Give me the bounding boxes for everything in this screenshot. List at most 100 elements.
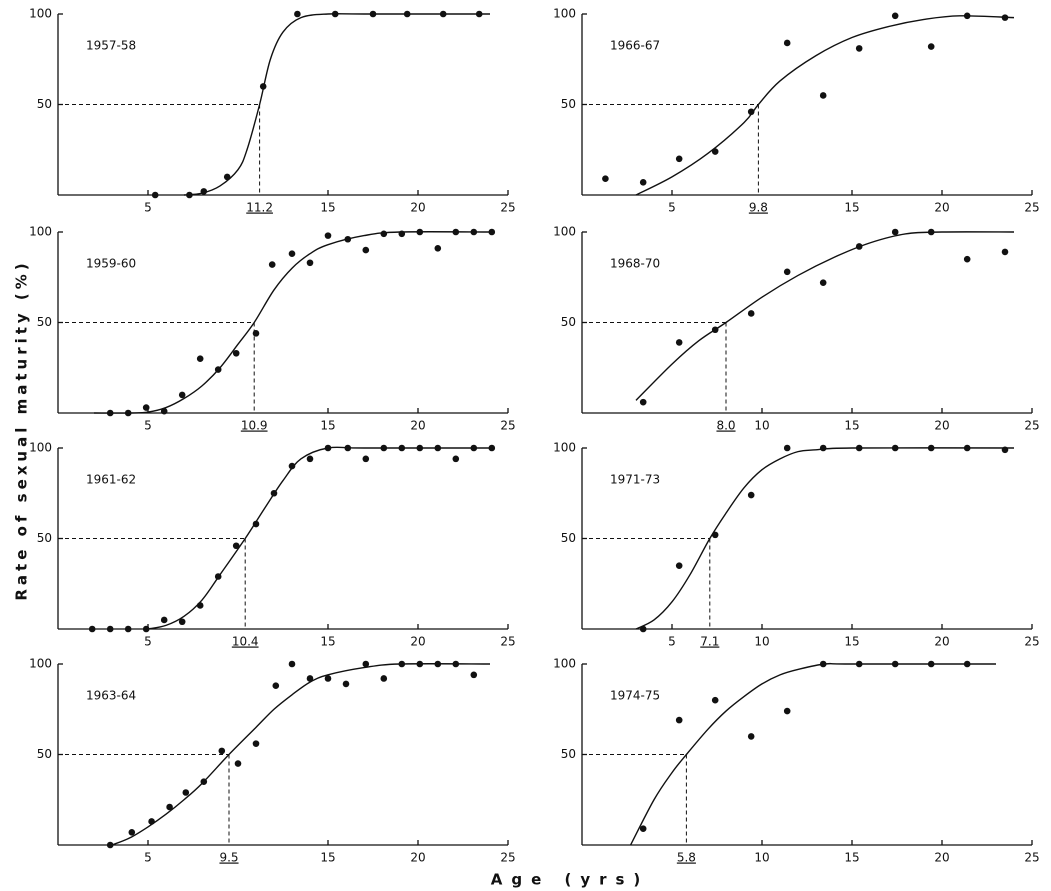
panel-title: 1974-75	[610, 689, 660, 703]
data-point	[142, 625, 150, 633]
data-point	[639, 179, 647, 186]
data-point	[398, 230, 406, 238]
data-point	[470, 444, 478, 452]
data-point	[214, 366, 222, 373]
data-point	[602, 175, 609, 183]
data-point	[783, 39, 791, 47]
data-point	[855, 444, 863, 452]
x-tick-label: 25	[1024, 851, 1039, 865]
data-point	[783, 268, 791, 276]
data-point	[142, 404, 150, 411]
y-tick-label: 50	[37, 531, 52, 545]
panel-title: 1959-60	[86, 257, 136, 271]
x-tick-label: 20	[934, 851, 949, 865]
data-point	[1001, 446, 1009, 454]
data-point	[470, 671, 478, 679]
data-point	[434, 444, 442, 452]
data-point	[166, 803, 173, 811]
data-point	[362, 455, 370, 463]
data-point	[288, 462, 296, 470]
x-tick-label: 25	[1024, 635, 1039, 649]
x-tick-label: 25	[500, 851, 515, 865]
data-point	[855, 243, 863, 250]
data-point	[178, 391, 186, 399]
data-point	[270, 489, 278, 497]
data-point	[783, 707, 791, 715]
data-point	[819, 444, 827, 452]
data-point	[344, 235, 352, 243]
data-point	[891, 12, 899, 20]
fitted-curve	[93, 231, 491, 414]
data-point	[288, 250, 296, 258]
data-point	[342, 680, 350, 688]
data-point	[1001, 14, 1009, 21]
x-axis-label: Age (yrs)	[491, 871, 650, 889]
data-point	[200, 188, 208, 195]
y-tick-label: 50	[561, 747, 576, 761]
x-tick-label: 25	[500, 635, 515, 649]
y-tick-label: 100	[553, 225, 576, 239]
x-tick-label: 15	[320, 635, 335, 649]
data-point	[160, 616, 168, 624]
x-tick-label: 25	[1024, 419, 1039, 433]
data-point	[252, 330, 260, 337]
y-tick-label: 50	[561, 315, 576, 329]
data-point	[398, 660, 406, 668]
data-point	[963, 444, 971, 452]
data-point	[344, 444, 352, 452]
x-tick-label: 10	[754, 851, 769, 865]
data-point	[711, 148, 719, 155]
x-tick-label: 15	[844, 201, 859, 215]
data-point	[819, 92, 827, 99]
data-point	[416, 660, 424, 668]
x-tick-label: 20	[410, 419, 425, 433]
data-point	[783, 444, 791, 452]
data-point	[963, 12, 971, 20]
data-point	[819, 279, 827, 286]
data-point	[639, 825, 647, 833]
data-point	[218, 747, 226, 755]
data-point	[1001, 248, 1009, 256]
data-point	[124, 409, 132, 417]
data-point	[200, 778, 208, 785]
x-tick-label: 25	[500, 201, 515, 215]
data-point	[470, 228, 478, 236]
data-point	[927, 228, 935, 236]
x-tick-label: 15	[844, 419, 859, 433]
x-tick-label: 25	[1024, 201, 1039, 215]
y-tick-label: 100	[553, 657, 576, 671]
data-point	[639, 398, 647, 406]
y-tick-label: 100	[29, 441, 52, 455]
data-point	[488, 444, 496, 452]
data-point	[891, 444, 899, 452]
data-point	[747, 108, 755, 116]
data-point	[306, 259, 314, 267]
data-point	[294, 10, 301, 18]
panel-title: 1966-67	[610, 39, 660, 53]
data-point	[855, 660, 863, 668]
data-point	[747, 310, 755, 317]
y-tick-label: 50	[561, 531, 576, 545]
data-point	[128, 829, 136, 836]
data-point	[324, 232, 332, 239]
fitted-curve	[147, 446, 490, 630]
data-point	[891, 660, 899, 668]
data-point	[196, 355, 204, 363]
data-point	[747, 491, 755, 499]
data-point	[711, 696, 719, 704]
data-point	[178, 618, 186, 626]
data-point	[380, 444, 388, 452]
fitted-curve	[183, 13, 490, 196]
data-point	[452, 455, 460, 463]
y-tick-label: 100	[29, 657, 52, 671]
data-point	[452, 660, 460, 668]
data-point	[380, 230, 388, 238]
data-point	[148, 818, 155, 825]
data-point	[819, 660, 827, 668]
data-point	[124, 625, 132, 633]
panel-title: 1957-58	[86, 39, 136, 53]
data-point	[891, 228, 899, 236]
y-tick-label: 50	[37, 315, 52, 329]
data-point	[362, 660, 370, 668]
